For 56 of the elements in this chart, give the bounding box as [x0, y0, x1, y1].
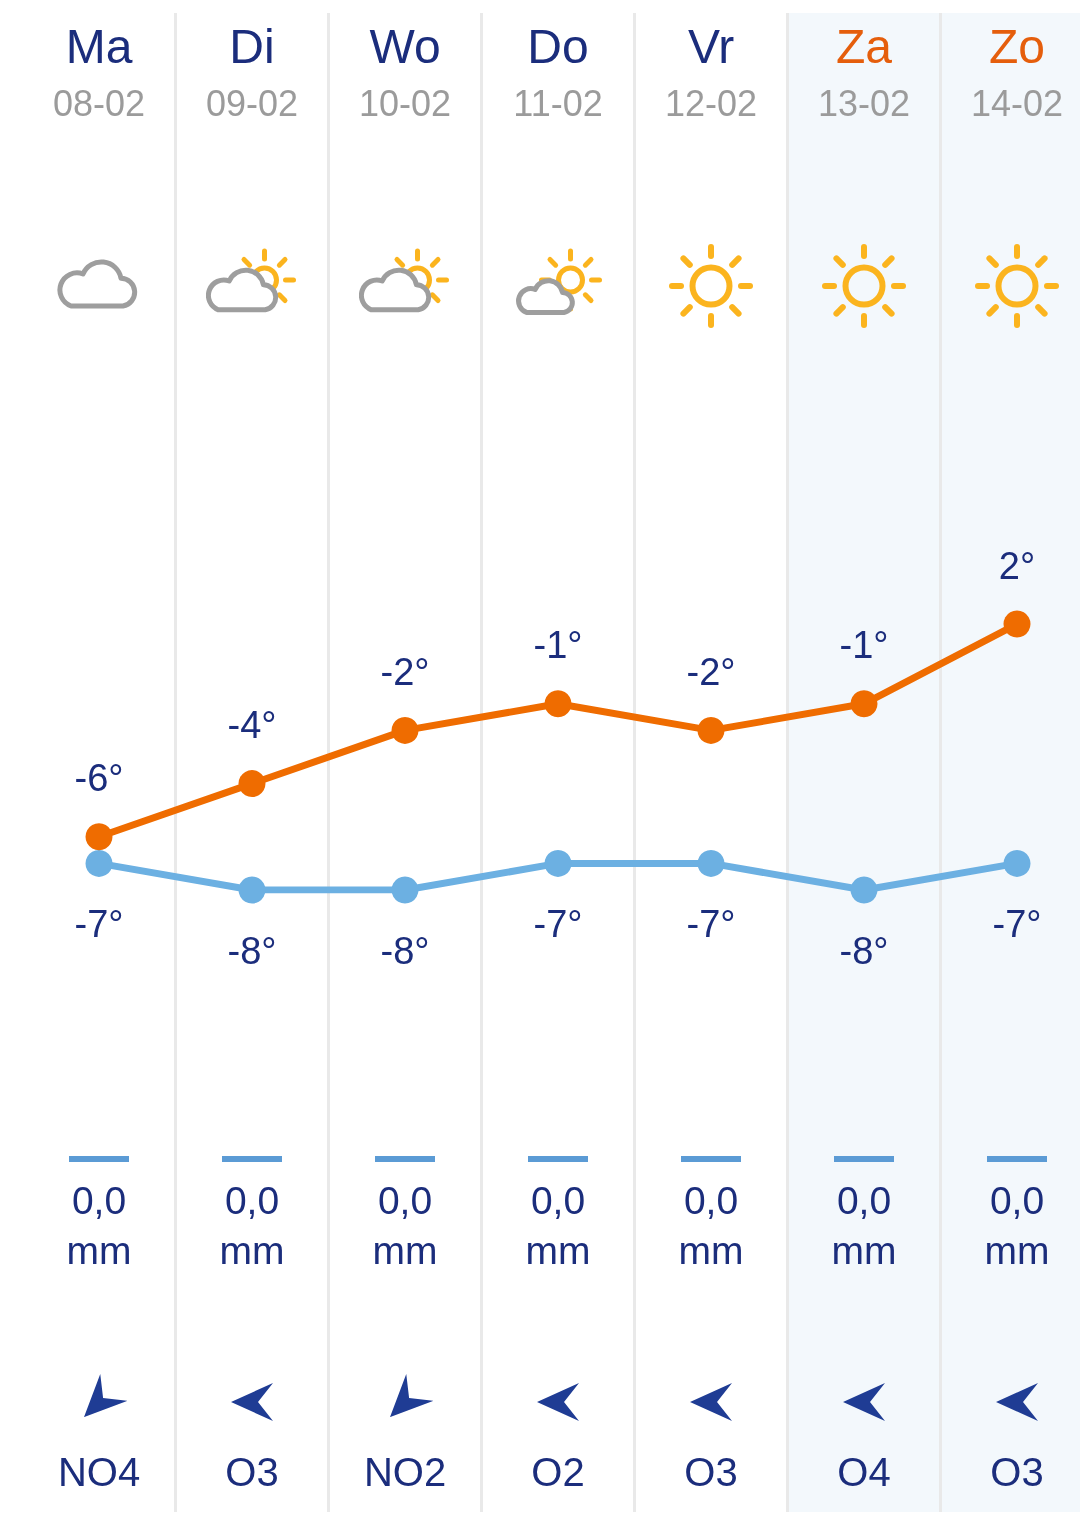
text: 10-02 — [357, 83, 453, 125]
text: 0,0 mm — [983, 1178, 1051, 1274]
point — [1003, 849, 1031, 877]
point — [697, 716, 725, 744]
x-tick-label: Wo — [369, 19, 441, 73]
text: O3 — [224, 1449, 280, 1495]
data-label: -6° — [74, 757, 124, 800]
text: 13-02 — [816, 83, 912, 125]
point — [850, 876, 878, 904]
text: 0,0 mm — [830, 1178, 898, 1274]
point — [85, 823, 113, 851]
data-label: 2° — [998, 544, 1036, 587]
point — [850, 690, 878, 718]
point — [544, 849, 572, 877]
text: NO4 — [56, 1449, 142, 1495]
x-tick-label: Di — [229, 19, 275, 73]
point — [238, 876, 266, 904]
text: 0,0 mm — [65, 1178, 133, 1274]
point — [1003, 610, 1031, 638]
data-label: -1° — [839, 624, 889, 667]
point — [391, 876, 419, 904]
text: O3 — [989, 1449, 1045, 1495]
text: O2 — [530, 1449, 586, 1495]
text: 0,0 mm — [218, 1178, 286, 1274]
point — [697, 849, 725, 877]
text: 09-02 — [204, 83, 300, 125]
x-tick-label: Zo — [988, 19, 1046, 73]
text: 0,0 mm — [524, 1178, 592, 1274]
x-tick-label: Ma — [65, 19, 133, 73]
point — [391, 716, 419, 744]
data-label: -7° — [686, 902, 736, 945]
x-tick-label: Do — [527, 19, 589, 73]
data-label: -8° — [380, 929, 430, 972]
text: 12-02 — [663, 83, 759, 125]
text: NO2 — [362, 1449, 448, 1495]
text: 0,0 mm — [677, 1178, 745, 1274]
text: 11-02 — [512, 83, 604, 125]
text: 14-02 — [969, 83, 1065, 125]
text: 0,0 mm — [371, 1178, 439, 1274]
data-label: -7° — [74, 902, 124, 945]
text: O3 — [683, 1449, 739, 1495]
point — [238, 770, 266, 798]
data-label: -2° — [686, 650, 736, 693]
data-label: -8° — [227, 929, 277, 972]
data-label: -7° — [533, 902, 583, 945]
point — [544, 690, 572, 718]
point — [85, 849, 113, 877]
data-label: -4° — [227, 704, 277, 747]
text: 08-02 — [51, 83, 147, 125]
text: O4 — [836, 1449, 892, 1495]
data-label: -1° — [533, 624, 583, 667]
x-tick-label: Za — [835, 19, 893, 73]
data-label: -7° — [992, 902, 1042, 945]
x-tick-label: Vr — [687, 19, 735, 73]
data-label: -8° — [839, 929, 889, 972]
data-label: -2° — [380, 650, 430, 693]
